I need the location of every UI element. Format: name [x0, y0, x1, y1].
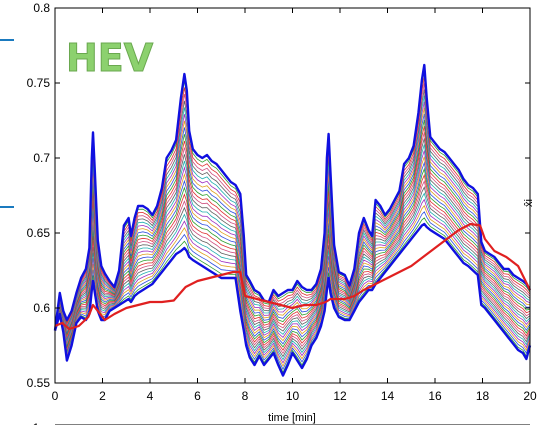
inner-trace [54, 150, 531, 344]
inner-trace [54, 126, 531, 337]
inner-trace [54, 186, 531, 358]
y-axis-label: x̂i [523, 199, 535, 207]
axis-ticks: 0 2 4 6 8 10 12 14 16 18 20 0.55 0.6 0.65 0.7 0.75 0.8 [27, 1, 537, 403]
inner-trace [54, 144, 531, 342]
inner-trace [54, 77, 531, 331]
x-tick-label: 12 [333, 389, 347, 403]
inner-trace [54, 161, 531, 347]
inner-trace [54, 138, 531, 341]
x-tick-label: 10 [286, 389, 300, 403]
x-tick-label: 18 [476, 389, 490, 403]
y-tick-label: 0.65 [27, 226, 51, 240]
inner-trace [54, 89, 531, 331]
trace-band [54, 71, 531, 374]
inner-trace [54, 179, 531, 355]
inner-trace [54, 204, 531, 367]
x-tick-label: 8 [242, 389, 249, 403]
y-tick-label: 0.55 [27, 376, 51, 390]
x-tick-label: 6 [194, 389, 201, 403]
inner-trace [54, 192, 531, 361]
inner-trace [54, 167, 531, 349]
x-tick-label: 20 [523, 389, 537, 403]
series-lines [53, 63, 532, 377]
inner-trace [54, 132, 531, 339]
inner-trace [54, 198, 531, 364]
inner-trace [54, 173, 531, 351]
inner-trace [54, 95, 531, 331]
inner-trace [54, 113, 530, 334]
series-line-3 [54, 222, 531, 331]
y-tick-label: 0.75 [27, 76, 51, 90]
inner-trace [54, 119, 531, 336]
series-line-1 [53, 63, 532, 331]
y-tick-label: 0.8 [33, 1, 50, 15]
inner-trace [54, 71, 531, 331]
inner-trace [54, 211, 531, 371]
x-tick-label: 4 [147, 389, 154, 403]
x-tick-label: 0 [52, 389, 59, 403]
x-tick-label: 2 [99, 389, 106, 403]
hev-annotation: HEV [66, 36, 154, 80]
inner-trace [54, 156, 531, 345]
series-line-2 [53, 222, 532, 377]
inner-trace [54, 107, 531, 333]
x-axis-label: time [min] [268, 412, 316, 424]
x-tick-label: 16 [428, 389, 442, 403]
lower-axis-top-tick-label: 1 [33, 421, 40, 425]
y-tick-label: 0.7 [33, 151, 50, 165]
x-tick-label: 14 [381, 389, 395, 403]
inner-trace [54, 83, 531, 331]
y-tick-label: 0.6 [33, 301, 50, 315]
